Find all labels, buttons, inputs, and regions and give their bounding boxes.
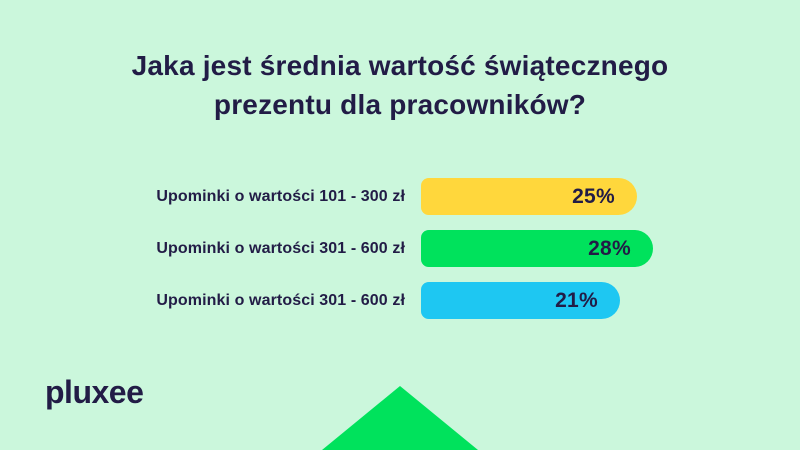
title-line-2: prezentu dla pracowników? [213, 89, 587, 120]
bar-value-1: 25% [572, 184, 615, 208]
page-title: Jaka jest średnia wartość świątecznego p… [0, 46, 800, 124]
bar-label-2: Upominki o wartości 301 - 600 zł [156, 239, 405, 257]
bar-green: 28% [421, 230, 653, 267]
chart-row-1: Upominki o wartości 101 - 300 zł 25% [132, 178, 637, 215]
title-line-1: Jaka jest średnia wartość świątecznego [131, 50, 669, 81]
chart-row-3: Upominki o wartości 301 - 600 zł 21% [132, 282, 620, 319]
bar-label-3: Upominki o wartości 301 - 600 zł [156, 291, 405, 309]
bar-value-3: 21% [555, 288, 598, 312]
bar-value-2: 28% [588, 236, 631, 260]
chart-row-2: Upominki o wartości 301 - 600 zł 28% [132, 230, 653, 267]
bar-yellow: 25% [421, 178, 637, 215]
bar-blue: 21% [421, 282, 620, 319]
pluxee-logo: pluxee [45, 374, 144, 410]
bar-label-1: Upominki o wartości 101 - 300 zł [156, 187, 405, 205]
